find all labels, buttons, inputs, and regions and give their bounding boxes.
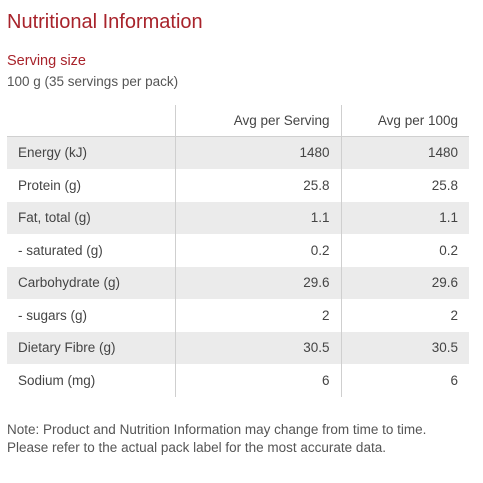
column-header-nutrient [7, 105, 175, 137]
table-row: - sugars (g) 2 2 [7, 299, 469, 332]
table-row: Protein (g) 25.8 25.8 [7, 169, 469, 202]
column-header-per-serving: Avg per Serving [174, 105, 341, 137]
value-per-100g: 0.2 [340, 234, 469, 267]
table-row: Dietary Fibre (g) 30.5 30.5 [7, 331, 469, 364]
nutrient-label: - sugars (g) [18, 307, 88, 323]
serving-size-value: 100 g (35 servings per pack) [7, 74, 179, 89]
value-per-100g: 25.8 [340, 169, 469, 202]
nutrition-table: Avg per Serving Avg per 100g Energy (kJ)… [7, 105, 469, 397]
value-per-100g: 1480 [340, 136, 469, 169]
nutrient-label: Energy (kJ) [7, 136, 175, 169]
value-per-serving: 1480 [174, 136, 341, 169]
value-per-serving: 25.8 [174, 169, 341, 202]
nutrient-label: - saturated (g) [18, 242, 103, 258]
value-per-100g: 29.6 [340, 266, 469, 299]
table-row: - saturated (g) 0.2 0.2 [7, 234, 469, 267]
table-header-row: Avg per Serving Avg per 100g [7, 105, 469, 137]
page-title: Nutritional Information [7, 11, 203, 33]
value-per-serving: 29.6 [174, 266, 341, 299]
value-per-100g: 2 [340, 299, 469, 332]
value-per-serving: 2 [174, 299, 341, 332]
value-per-serving: 6 [174, 364, 341, 397]
table-row: Energy (kJ) 1480 1480 [7, 136, 469, 169]
nutrient-label: Dietary Fibre (g) [7, 331, 175, 364]
table-row: Carbohydrate (g) 29.6 29.6 [7, 266, 469, 299]
table-row: Sodium (mg) 6 6 [7, 364, 469, 397]
column-header-per-100g: Avg per 100g [340, 105, 469, 137]
value-per-serving: 1.1 [174, 201, 341, 234]
serving-size-heading: Serving size [7, 53, 86, 69]
nutrient-label: Protein (g) [18, 177, 82, 193]
value-per-serving: 0.2 [174, 234, 341, 267]
nutrient-label: Carbohydrate (g) [7, 266, 175, 299]
value-per-100g: 30.5 [340, 331, 469, 364]
disclaimer-note: Note: Product and Nutrition Information … [7, 421, 427, 455]
value-per-100g: 1.1 [340, 201, 469, 234]
value-per-100g: 6 [340, 364, 469, 397]
value-per-serving: 30.5 [174, 331, 341, 364]
nutrient-label: Sodium (mg) [18, 372, 96, 388]
table-row: Fat, total (g) 1.1 1.1 [7, 201, 469, 234]
nutrient-label: Fat, total (g) [7, 201, 175, 234]
